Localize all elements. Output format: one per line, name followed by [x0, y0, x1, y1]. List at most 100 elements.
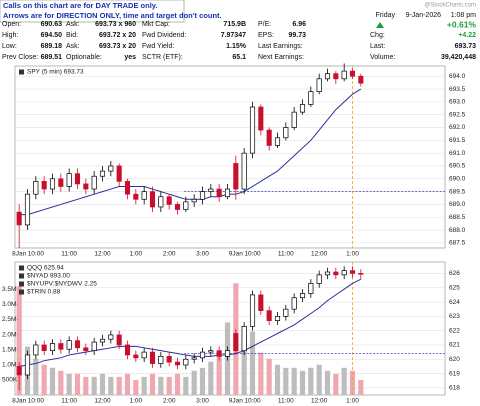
candle-body [16, 366, 22, 376]
x-tick-label: 10:00 [244, 251, 261, 258]
volume-bar [208, 361, 214, 395]
candle-body [324, 271, 331, 276]
x-tick-label: 9Jan [229, 251, 243, 258]
field-label: Fwd Dividend: [142, 32, 186, 39]
candle-body [41, 181, 47, 190]
legend-entry: $TRIN 0.88 [27, 289, 61, 296]
field-label: Next Earnings: [258, 54, 304, 61]
candle-body [341, 270, 347, 276]
quote-label: Last: [370, 43, 385, 50]
legend-entry: SPY (5 min) 693.73 [27, 69, 84, 76]
volume-bar [291, 367, 297, 395]
y-tick-label: 623 [449, 313, 460, 320]
candle-body [133, 193, 139, 200]
legend-entry: $NYAD 893.00 [27, 273, 70, 280]
candle-body [241, 152, 247, 190]
quote-value: 693.73 [455, 43, 477, 50]
y-tick-label: 625 [449, 284, 460, 291]
change-percent: +0.61% [447, 19, 477, 29]
candle-body [274, 315, 281, 321]
candle-body [16, 211, 22, 226]
x-tick-label: 3:00 [196, 251, 209, 258]
note-box [0, 0, 185, 23]
candle-body [116, 334, 122, 346]
candle-body [58, 178, 64, 187]
volume-bar [324, 370, 331, 395]
field-value: 694.50 [41, 32, 63, 39]
candle-body [33, 181, 39, 195]
field-label: Ask: [66, 43, 80, 50]
candle-body [208, 350, 214, 353]
x-tick-label: 12:00 [94, 398, 111, 405]
candle-body [299, 104, 306, 113]
field-label: EPS: [258, 32, 274, 39]
y-tick-label: 692.5 [449, 111, 466, 118]
candle-body [308, 91, 314, 105]
candle-body [149, 351, 156, 364]
candle-body [99, 338, 106, 343]
field-label: Ask: [66, 21, 80, 28]
candle-body [141, 191, 147, 200]
field-value: 689.51 [41, 54, 63, 61]
legend-entry: QQQ 625.94 [27, 265, 64, 272]
candle-body [324, 73, 331, 80]
x-tick-label: 11:00 [61, 251, 77, 258]
volume-bar [133, 379, 139, 395]
field-value: yes [124, 54, 136, 61]
y-tick-label: 619 [449, 370, 460, 377]
field-label: Low: [2, 43, 17, 50]
y-tick-label: 691.0 [449, 150, 466, 157]
field-value: 7.97347 [221, 32, 246, 39]
candle-body [308, 283, 314, 294]
candle-body [41, 344, 47, 352]
candle-body [166, 356, 172, 363]
y-tick-label: 690.5 [449, 163, 466, 170]
candle-body [249, 294, 256, 327]
field-value: 6.96 [292, 21, 306, 28]
candle-body [183, 358, 189, 366]
x-tick-label: 11:00 [61, 398, 77, 405]
x-tick-label: 1:00 [130, 398, 143, 405]
volume-bar [124, 373, 131, 395]
volume-bar [174, 373, 181, 395]
candle-body [316, 274, 322, 284]
x-tick-label: 10:00 [28, 251, 45, 258]
quote-value: +4.22 [458, 32, 476, 39]
y-tick-label: 626 [449, 270, 460, 277]
volume-bar [266, 358, 272, 395]
moving-average-line [19, 278, 362, 367]
candle-body [341, 70, 347, 80]
date: 9-Jan-2026 [406, 12, 442, 19]
candle-body [208, 188, 214, 192]
candle-body [199, 351, 206, 359]
x-tick-label: 1:00 [130, 251, 143, 258]
x-tick-label: 8Jan [12, 398, 26, 405]
y-tick-label: 690.0 [449, 176, 466, 183]
volume-bar [283, 367, 289, 395]
candle-body [266, 310, 272, 321]
x-tick-label: 2:00 [163, 251, 176, 258]
candle-body [316, 78, 322, 92]
field-value: 689.18 [41, 43, 63, 50]
volume-bar [66, 373, 72, 395]
x-tick-label: 3:00 [196, 398, 209, 405]
volume-bar [191, 370, 197, 395]
x-tick-label: 10:00 [244, 398, 261, 405]
candle-body [58, 343, 64, 350]
y-tick-label: 693.0 [449, 99, 466, 106]
candle-body [133, 354, 139, 359]
candle-body [108, 165, 114, 172]
candle-body [249, 106, 256, 154]
candle-body [333, 73, 339, 80]
candle-body [24, 193, 31, 226]
volume-bar [149, 373, 156, 395]
legend-swatch [19, 69, 24, 75]
candle-body [116, 165, 122, 182]
candle-body [174, 204, 181, 210]
volume-bar [358, 379, 364, 395]
field-value: 99.73 [288, 32, 306, 39]
volume-bar [308, 367, 314, 395]
candle-body [258, 294, 264, 311]
y-tick-label: 689.5 [449, 188, 466, 195]
